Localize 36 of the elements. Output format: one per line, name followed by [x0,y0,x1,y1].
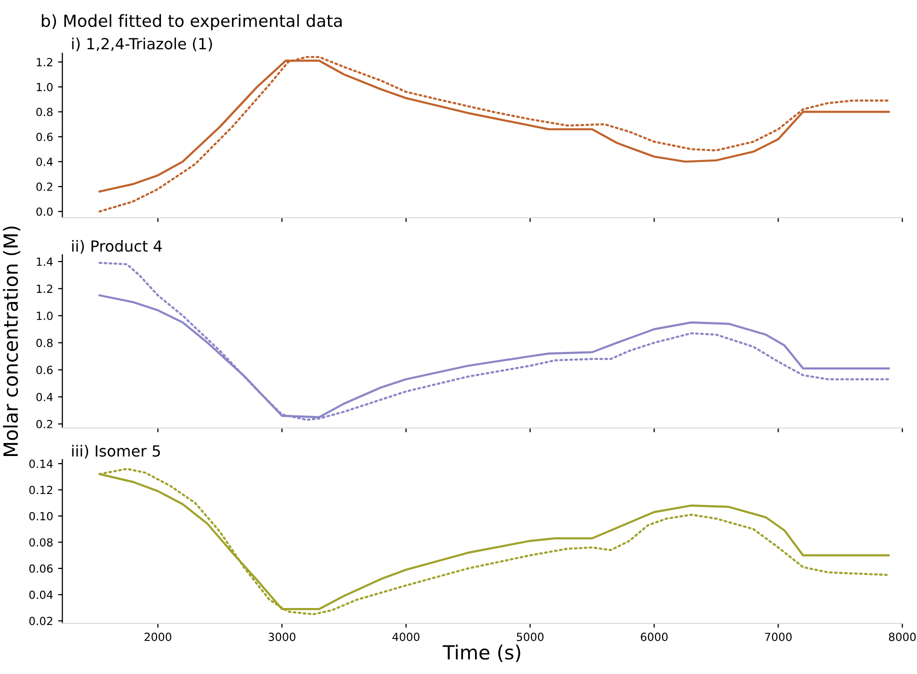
chart-title: b) Model fitted to experimental data [42,14,342,30]
y-tick-label: 0.14 [29,460,53,468]
y-tick-label: 1.0 [36,312,53,320]
y-tick-label: 0.8 [36,108,53,116]
y-tick-label: 0.02 [29,616,52,626]
y-tick-label: 0.08 [29,538,53,547]
y-tick-label: 0.04 [29,590,53,600]
x-tick-label: 5000 [516,632,544,642]
y-tick-label: 0.10 [29,512,53,520]
x-tick-label: 3000 [268,632,296,642]
x-tick-label: 6000 [640,632,668,642]
y-tick-label: 0.2 [36,420,52,428]
y-tick-label: 1.4 [36,258,53,266]
chart-subtitle: i) 1,2,4-Triazole (1) [72,38,212,52]
y-tick-label: 0.4 [36,392,53,402]
y-tick-label: 0.12 [29,486,52,494]
y-tick-label: 1.2 [36,58,52,66]
y-tick-label: 1.2 [36,284,52,293]
y-tick-label: 0.06 [29,564,53,573]
y-tick-label: 0.6 [36,366,53,374]
x-tick-label: 2000 [144,632,172,642]
y-tick-label: 1.0 [36,82,53,92]
chart-title: ii) Product 4 [72,240,162,254]
y-tick-label: 0.8 [36,338,53,348]
x-tick-label: 4000 [392,632,420,642]
y-axis-title: Molar concentration (M) [2,226,20,456]
chart-title: iii) Isomer 5 [72,444,160,459]
y-tick-label: 0.4 [36,158,53,166]
y-tick-label: 0.2 [36,182,52,191]
x-tick-label: 7000 [765,632,792,642]
y-tick-label: 0.0 [36,207,53,216]
y-tick-label: 0.6 [36,132,53,142]
line-series [98,56,890,213]
x-axis-title: Time (s) [442,644,520,662]
line-series [98,262,890,421]
x-tick-label: 8000 [888,632,916,642]
